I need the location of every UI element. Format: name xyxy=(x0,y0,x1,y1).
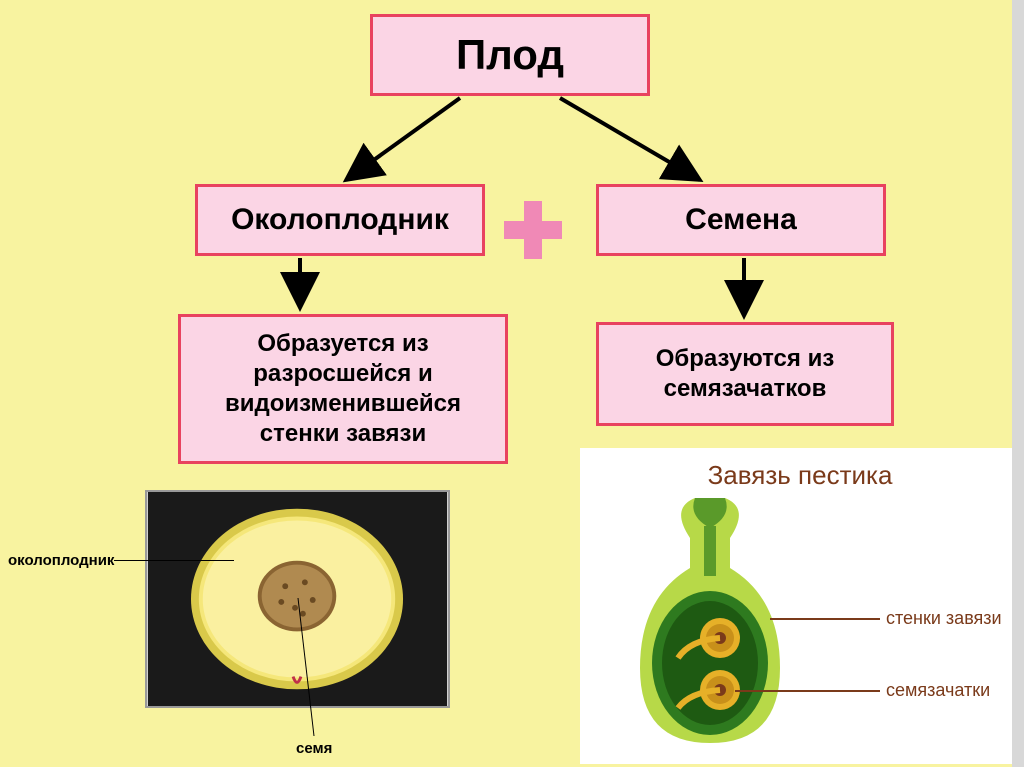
box-root-text: Плод xyxy=(456,31,564,79)
box-root: Плод xyxy=(370,14,650,96)
box-pericarp-desc: Образуется из разросшейся и видоизменивш… xyxy=(178,314,508,464)
right-scroll-gutter xyxy=(1012,0,1024,767)
box-pericarp-desc-text: Образуется из разросшейся и видоизменивш… xyxy=(193,329,493,449)
pistil-panel: Завязь пестика стенки завязи семязача xyxy=(580,448,1020,764)
plus-icon xyxy=(504,201,562,259)
pistil-svg xyxy=(600,498,820,758)
box-seeds-text: Семена xyxy=(685,203,797,237)
pistil-label-ovule: семязачатки xyxy=(886,680,990,701)
peach-panel xyxy=(145,490,450,708)
box-pericarp-text: Околоплодник xyxy=(231,203,449,237)
peach-label-seed: семя xyxy=(296,740,332,757)
pistil-title: Завязь пестика xyxy=(580,460,1020,491)
peach-lead-pericarp xyxy=(114,560,234,561)
pistil-lead-ovule xyxy=(735,690,880,692)
pistil-label-wall: стенки завязи xyxy=(886,608,1002,629)
box-pericarp: Околоплодник xyxy=(195,184,485,256)
box-seeds-desc-text: Образуются из семязачатков xyxy=(611,344,879,404)
peach-svg xyxy=(147,492,448,706)
peach-label-pericarp: околоплодник xyxy=(8,552,114,569)
box-seeds: Семена xyxy=(596,184,886,256)
pistil-lead-wall xyxy=(770,618,880,620)
box-seeds-desc: Образуются из семязачатков xyxy=(596,322,894,426)
